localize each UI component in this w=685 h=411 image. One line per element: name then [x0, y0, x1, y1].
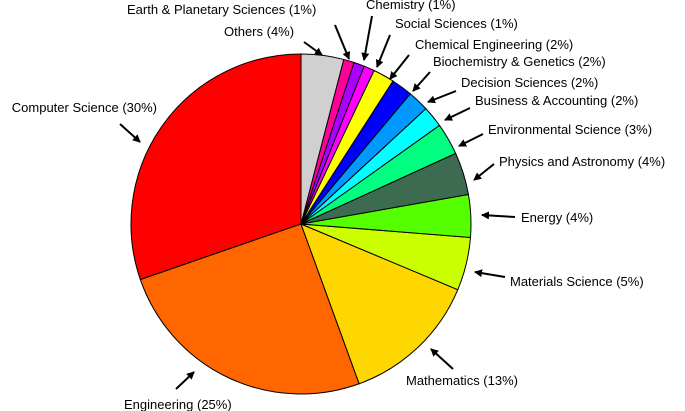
label-arrow: [412, 71, 431, 92]
label-arrow: [427, 90, 457, 104]
label-arrow: [389, 54, 410, 80]
label-arrow: [334, 24, 351, 60]
label-arrow: [444, 107, 471, 121]
label-arrow: [175, 371, 195, 390]
pie-slices: [130, 53, 472, 395]
slice-label: Earth & Planetary Sciences (1%): [127, 2, 316, 17]
slice-label: Biochemistry & Genetics (2%): [433, 54, 606, 69]
slice-labels: Computer Science (30%) Engineering (25%) M…: [12, 0, 665, 411]
slice-label: Engineering (25%): [124, 397, 232, 411]
slice-label: Others (4%): [224, 24, 294, 39]
label-arrow: [474, 269, 506, 278]
slice-label: Business & Accounting (2%): [475, 93, 638, 108]
slice-label: Social Sciences (1%): [395, 16, 518, 31]
slice-label: Chemistry (1%): [366, 0, 456, 12]
pie-slice: [300, 223, 459, 385]
slice-label: Energy (4%): [521, 210, 593, 225]
label-arrow: [473, 163, 495, 181]
slice-label: Materials Science (5%): [510, 274, 644, 289]
slice-label: Mathematics (13%): [406, 373, 518, 388]
slice-label: Physics and Astronomy (4%): [499, 154, 665, 169]
pie-slice: [130, 53, 302, 281]
label-arrow: [375, 34, 391, 68]
slice-label: Environmental Science (3%): [488, 122, 652, 137]
label-arrow: [458, 133, 484, 147]
label-arrow: [481, 211, 516, 220]
label-arrow: [303, 41, 323, 56]
label-arrows: [119, 15, 516, 390]
label-arrow: [119, 123, 141, 143]
slice-label: Computer Science (30%): [12, 100, 157, 115]
label-arrow: [361, 15, 373, 61]
slice-label: Decision Sciences (2%): [461, 75, 598, 90]
slice-label: Chemical Engineering (2%): [415, 37, 573, 52]
label-arrow: [430, 348, 454, 370]
pie-slice: [139, 223, 360, 395]
